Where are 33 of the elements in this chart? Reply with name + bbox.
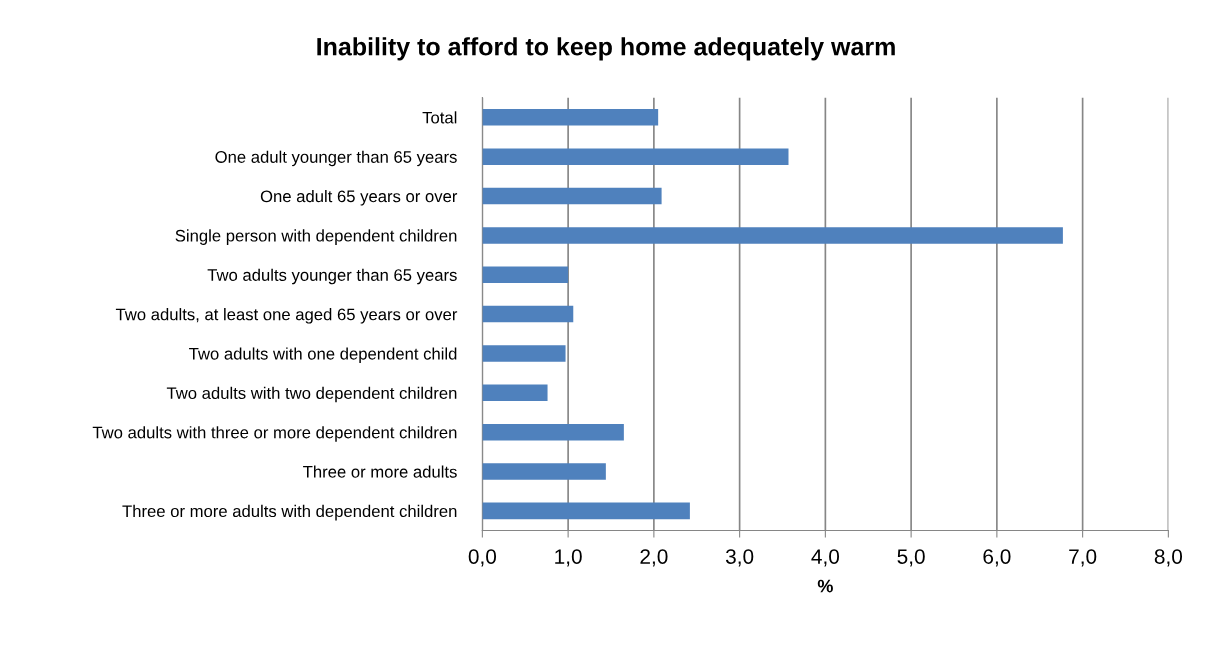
bar [482,384,548,402]
y-tick-label: Two adults, at least one aged 65 years or over [115,308,458,324]
y-tick-label: One adult younger than 65 years [215,150,457,167]
bar [482,109,659,126]
x-tick-label: 5,0 [897,549,925,567]
x-tick-label: 2,0 [640,549,668,567]
bar [482,266,569,284]
y-tick-label: One adult 65 years or over [260,190,458,206]
bar [482,463,606,480]
y-tick-label: Two adults younger than 65 years [207,268,457,285]
chart-title: Inability to afford to keep home adequately warm [317,37,895,61]
y-tick-label: Two adults with one dependent child [189,347,457,363]
x-tick-label: 0,0 [468,549,497,567]
x-tick-label: 6,0 [983,549,1011,567]
y-tick-label: Total [422,111,457,124]
y-tick-label: Two adults with three or more dependent children [92,426,457,442]
y-tick-label: Two adults with two dependent children [166,386,457,403]
x-tick-label: 7,0 [1069,549,1097,567]
bar [482,502,690,520]
x-tick-label: 4,0 [811,549,840,567]
x-tick-label: 1,0 [555,549,582,567]
y-tick-label: Single person with dependent children [175,229,457,245]
bar [482,423,624,441]
bar [482,305,574,323]
x-tick-label: 8,0 [1154,549,1183,567]
y-tick-label: Three or more adults with dependent children [122,504,457,521]
bar [482,345,566,362]
x-axis-title: % [817,579,833,593]
x-tick-label: 3,0 [725,549,754,567]
bar [482,187,662,205]
bar [482,148,789,165]
y-tick-label: Three or more adults [303,465,457,478]
bar [482,227,1063,244]
